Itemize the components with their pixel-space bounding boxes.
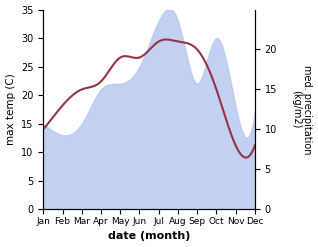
X-axis label: date (month): date (month) [108, 231, 190, 242]
Y-axis label: med. precipitation
(kg/m2): med. precipitation (kg/m2) [291, 65, 313, 154]
Y-axis label: max temp (C): max temp (C) [5, 74, 16, 145]
